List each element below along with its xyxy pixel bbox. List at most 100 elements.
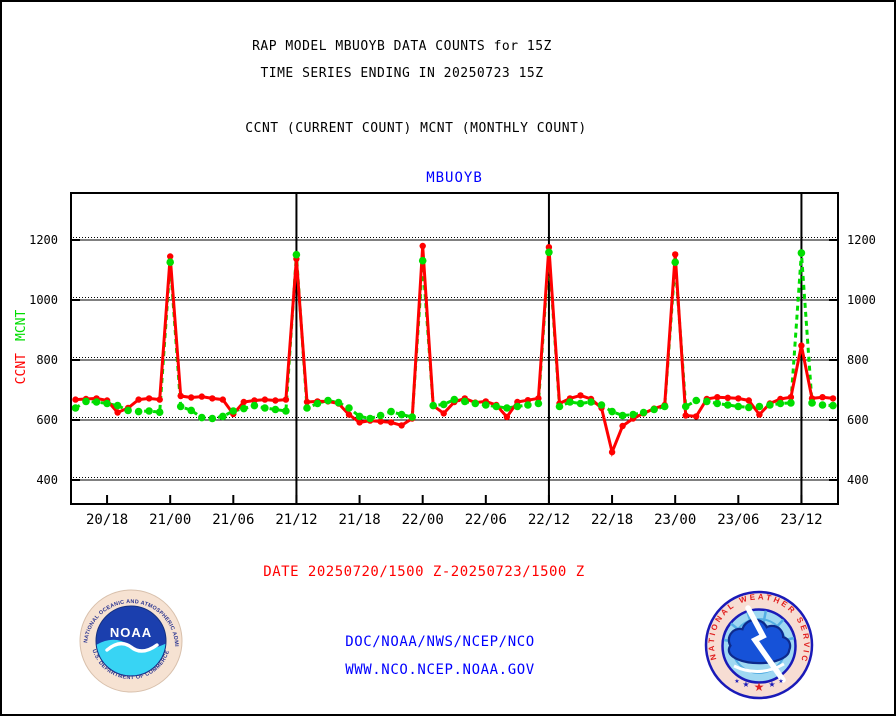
x-axis-ticks: 20/18 21/00 21/06 21/12 21/18 22/00 22/06 22/12… [72,512,837,532]
ccnt-point [608,448,616,456]
nws-logo: ★ ★ ★ ★ ★ NATIONAL WEATHER SERVICE [704,590,814,700]
ccnt-point [114,409,121,416]
y-tick-label: 400 [847,473,869,487]
y-tick-label: 1200 [847,233,876,247]
mcnt-point [429,401,438,410]
ccnt-point [251,397,258,404]
mcnt-point [355,412,364,421]
mcnt-point [345,404,353,412]
mcnt-point [513,402,522,411]
mcnt-point [408,413,417,421]
mcnt-point [92,398,101,406]
chart-title-line1: RAP MODEL MBUOYB DATA COUNTS for 15Z [252,39,552,54]
mcnt-point [492,402,501,411]
ccnt-point [156,396,163,403]
ccnt-point [714,394,721,401]
mcnt-point [734,402,743,411]
x-tick-label: 22/18 [590,512,634,528]
mcnt-point [766,401,774,409]
x-tick-label: 21/06 [212,512,255,528]
timeseries-chart [70,192,839,505]
ccnt-point [387,419,395,426]
ccnt-point [219,396,226,403]
mcnt-point [671,258,679,266]
ccnt-point [188,394,195,401]
mcnt-point [82,397,90,406]
ccnt-point [577,392,584,399]
mcnt-point [692,396,700,405]
mcnt-point [219,412,227,421]
mcnt-point [176,402,185,411]
ccnt-point [682,412,689,419]
mcnt-line [74,252,834,421]
x-tick-label: 22/00 [401,512,444,528]
mcnt-point [450,395,459,404]
mcnt-point [303,404,311,412]
mcnt-point [198,413,206,422]
y-tick-label: 600 [36,413,58,427]
chart-title-line2: TIME SERIES ENDING IN 20250723 15Z [260,66,544,81]
mcnt-point [113,401,122,410]
noaa-logo: NOAA NATIONAL OCEANIC AND ATMOSPHERIC AD… [79,589,183,693]
ccnt-point [724,394,731,401]
mcnt-point [313,399,322,408]
svg-text:★: ★ [778,678,783,685]
mcnt-point [103,399,111,408]
mcnt-point [787,399,795,407]
ccnt-point [829,395,837,402]
svg-text:★: ★ [742,680,749,689]
y-tick-label: 1000 [29,293,58,307]
ccnt-point [398,422,405,429]
ccnt-point [798,342,805,349]
x-tick-label: 21/12 [275,512,318,528]
ccnt-point [167,253,174,260]
mcnt-point [503,404,511,412]
ccnt-point [745,397,752,404]
mcnt-point [818,401,827,409]
mcnt-point [418,256,427,265]
mcnt-point [713,399,722,408]
mcnt-point [229,407,238,415]
mcnt-point [797,249,806,257]
ccnt-point [735,395,742,402]
mcnt-point [461,397,469,406]
ccnt-line [75,245,834,458]
ccnt-point [240,398,247,406]
mcnt-point [482,401,490,409]
mcnt-point [240,404,248,413]
mcnt-point [387,407,395,416]
ccnt-point [145,395,153,402]
ccnt-point [377,418,384,425]
mcnt-point [250,401,259,410]
y-axis-ticks-left: 400 600 800 1000 1200 [10,194,58,503]
ccnt-point [545,244,553,251]
nws-lightning-icon [745,605,786,683]
ccnt-point [419,242,426,250]
noaa-seagull-icon [105,641,159,653]
x-tick-label: 22/12 [527,512,571,528]
mcnt-point [650,405,658,414]
ccnt-point [72,396,79,403]
svg-text:★: ★ [768,680,775,689]
mcnt-point [555,402,564,411]
mcnt-point [282,407,290,415]
mcnt-point [471,399,480,408]
mcnt-point [145,407,153,415]
mcnt-point [524,401,532,409]
mcnt-point [724,401,732,409]
ccnt-point [787,394,795,401]
ccnt-point [345,411,353,418]
mcnt-point [587,398,595,406]
mcnt-point [324,396,332,405]
x-tick-label: 23/00 [654,512,697,528]
y-axis-ticks-right: 400 600 800 1000 1200 [847,194,894,503]
count-legend-line: CCNT (CURRENT COUNT) MCNT (MONTHLY COUNT… [245,121,587,136]
ccnt-point [619,422,626,430]
mcnt-point [776,399,785,408]
mcnt-point [397,410,406,419]
mcnt-point [124,406,132,415]
mcnt-point [134,407,143,416]
y-tick-label: 400 [36,473,58,487]
x-tick-label: 23/06 [717,512,760,528]
